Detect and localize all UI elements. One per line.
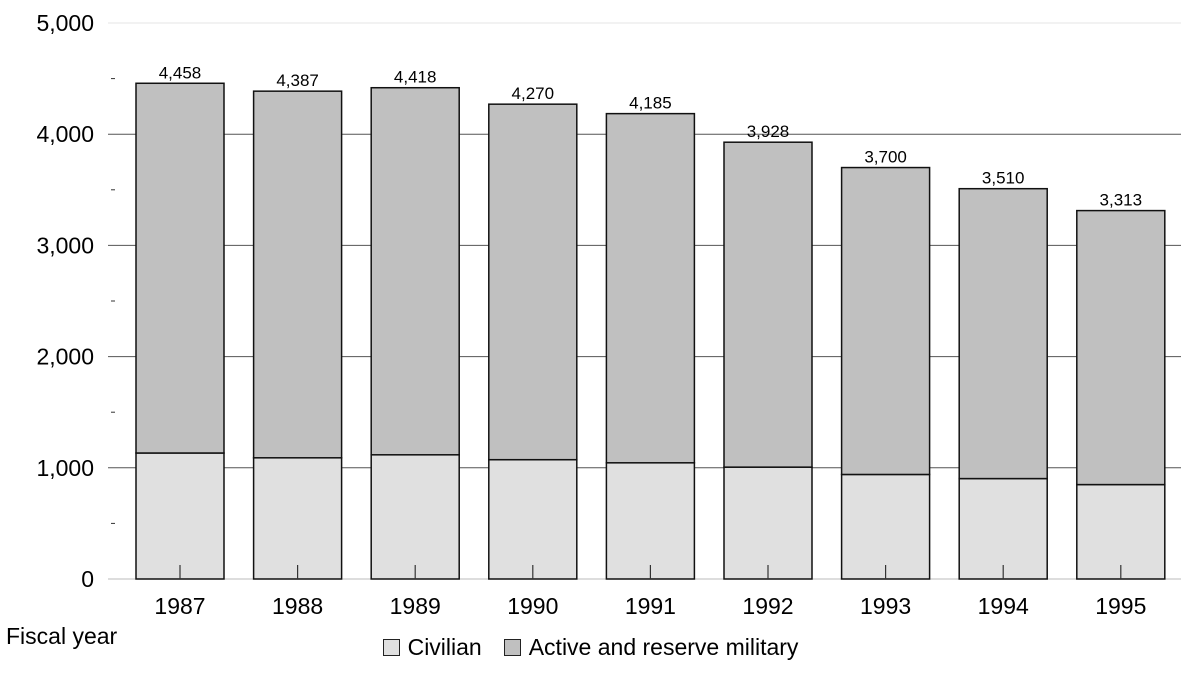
x-tick-label: 1990 <box>507 593 558 619</box>
total-label: 4,185 <box>629 94 672 113</box>
x-tick-label: 1993 <box>860 593 911 619</box>
bar-segment-military <box>370 86 460 456</box>
x-tick-label: 1988 <box>272 593 323 619</box>
bar-segment-military <box>488 103 578 461</box>
total-label: 4,458 <box>159 63 202 82</box>
bar-segment-civilian <box>252 457 343 580</box>
bar-segment-civilian <box>958 477 1048 580</box>
y-tick-label: 3,000 <box>36 232 94 258</box>
total-label: 4,387 <box>276 71 319 90</box>
legend-label-military: Active and reserve military <box>528 633 799 660</box>
bar-segment-military <box>252 90 343 459</box>
total-label: 3,700 <box>864 148 907 167</box>
total-data-labels: 4,458 4,387 4,418 4,270 4,185 3,928 3,700 3,510… <box>159 63 1142 209</box>
x-tick-label: 1991 <box>625 593 676 619</box>
total-label: 3,928 <box>747 122 790 141</box>
bar-segment-civilian <box>370 454 460 580</box>
legend-swatch-civilian <box>382 638 400 656</box>
bar-segment-military <box>135 82 225 454</box>
bar-segment-civilian <box>605 462 696 580</box>
bars <box>135 82 1166 580</box>
bar-segment-military <box>958 187 1048 480</box>
y-tick-label: 4,000 <box>36 121 94 147</box>
bar-segment-civilian <box>135 452 225 580</box>
x-tick-label: 1992 <box>742 593 793 619</box>
x-axis-tick-labels: 1987 1988 1989 1990 1991 1992 1993 1994 1995 <box>154 593 1146 619</box>
total-label: 4,270 <box>512 84 555 103</box>
y-axis-tick-labels: 0 1,000 2,000 3,000 4,000 5,000 <box>36 10 94 592</box>
total-label: 3,510 <box>982 169 1025 188</box>
x-tick-label: 1989 <box>390 593 441 619</box>
bar-segment-civilian <box>723 466 813 580</box>
legend-label-civilian: Civilian <box>407 633 482 660</box>
x-tick-marks <box>179 565 1122 579</box>
y-tick-label: 2,000 <box>36 344 94 370</box>
bar-segment-military <box>1076 209 1166 486</box>
x-axis-title: Fiscal year <box>6 623 118 649</box>
x-tick-label: 1987 <box>154 593 205 619</box>
y-tick-label: 1,000 <box>36 455 94 481</box>
bar-segment-civilian <box>1076 483 1166 580</box>
legend: Civilian Active and reserve military <box>0 627 1181 667</box>
y-tick-label: 5,000 <box>36 10 94 36</box>
legend-item-military: Active and reserve military <box>503 633 799 661</box>
bar-segment-military <box>840 166 931 476</box>
total-label: 3,313 <box>1100 191 1143 210</box>
bar-segment-military <box>605 112 696 464</box>
total-label: 4,418 <box>394 68 437 87</box>
legend-item-civilian: Civilian <box>382 633 482 661</box>
bar-segment-civilian <box>840 473 931 580</box>
y-minor-ticks <box>111 78 115 524</box>
x-tick-label: 1994 <box>978 593 1029 619</box>
y-tick-label: 0 <box>81 566 94 592</box>
bar-segment-military <box>723 141 813 468</box>
x-tick-label: 1995 <box>1095 593 1146 619</box>
bar-segment-civilian <box>488 458 578 580</box>
legend-swatch-military <box>503 638 521 656</box>
